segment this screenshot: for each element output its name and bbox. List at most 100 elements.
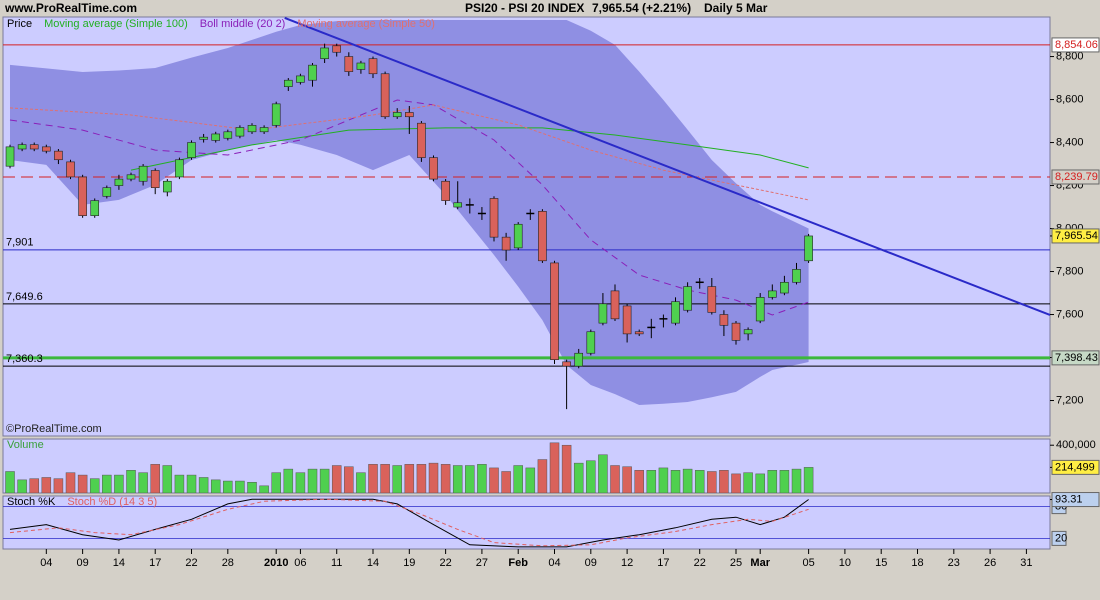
volume-bar [682, 468, 693, 493]
bollinger-band [10, 20, 809, 405]
x-tick-label: Mar [750, 557, 770, 569]
candle-body [513, 223, 523, 249]
volume-bar [102, 474, 112, 493]
level-label: 8,854.06 [1055, 39, 1098, 51]
volume-bar [561, 444, 572, 493]
candle-body [29, 144, 39, 150]
volume-bar [622, 466, 632, 493]
volume-bar [77, 474, 88, 493]
x-tick-label: 09 [76, 557, 88, 569]
volume-bar [223, 480, 233, 493]
x-tick-label: 17 [149, 557, 161, 569]
volume-bar [17, 479, 27, 493]
candle-body [187, 142, 196, 158]
candle-body [66, 161, 75, 178]
legend-entry: Moving average (Simple 50) [297, 18, 435, 30]
volume-bar [368, 464, 378, 493]
legend-entry: Stoch %D (14 3 5) [67, 496, 157, 508]
volume-bar [356, 472, 366, 493]
candle-body [574, 352, 584, 367]
candle-body [42, 146, 51, 152]
volume-bar [198, 477, 209, 493]
volume-bar [549, 442, 560, 493]
candle-body [731, 322, 741, 341]
panel-title: Volume [7, 439, 44, 451]
x-tick-label: 22 [694, 557, 706, 569]
x-tick-label: 31 [1020, 557, 1032, 569]
volume-bar [694, 470, 705, 493]
panel-layer [3, 17, 1050, 410]
volume-bar [41, 477, 52, 493]
volume-bar [610, 465, 620, 493]
volume-bar [537, 459, 548, 493]
y-tick-box [1051, 530, 1067, 546]
candle-body [683, 286, 692, 311]
candle-body [489, 198, 499, 238]
candle-body [54, 150, 63, 161]
volume-bar [440, 464, 451, 493]
volume-bar [707, 471, 717, 493]
volume-bar [89, 478, 100, 493]
volume-bar [573, 462, 584, 493]
volume-bar [489, 467, 499, 493]
candle-body [598, 303, 608, 324]
candle-body [755, 297, 765, 322]
volume-bar [731, 473, 741, 493]
candle-body [550, 262, 559, 360]
legend-entry: Price [7, 18, 32, 30]
candle-body [417, 122, 426, 158]
candle-body [405, 112, 414, 118]
candle-body [126, 174, 136, 180]
candle-body [247, 125, 257, 133]
volume-bar [658, 467, 669, 493]
stoch-panel [2, 495, 1051, 550]
x-tick-label: 04 [40, 557, 52, 569]
candle-body [671, 301, 680, 324]
volume-bar [501, 471, 511, 493]
candle-body [622, 305, 632, 335]
volume-bar [779, 470, 790, 493]
volume-bar [53, 478, 64, 493]
volume-bar [646, 470, 657, 493]
panel-layer [3, 498, 1050, 548]
y-tick-label: 7,600 [1056, 308, 1084, 320]
candle-body [768, 290, 777, 298]
y-tick-label: 7,800 [1056, 265, 1084, 277]
x-tick-label: 15 [875, 557, 887, 569]
y-tick-label: 8,400 [1056, 136, 1084, 148]
candle-body [368, 58, 378, 75]
credit: ©ProRealTime.com [6, 423, 102, 435]
candle-body [5, 146, 15, 167]
level-label: 7,901 [6, 237, 34, 249]
level-label: 7,360.3 [6, 353, 43, 365]
volume-bar [428, 462, 439, 493]
x-tick-label: 14 [113, 557, 125, 569]
volume-bar [634, 470, 644, 493]
volume-bar [344, 466, 354, 493]
volume-bar [319, 468, 330, 493]
candle-body [320, 47, 329, 60]
volume-bar [416, 464, 427, 493]
candle-body [392, 112, 402, 118]
candle-body [163, 180, 172, 193]
candle-body [610, 290, 620, 320]
candle-body [150, 170, 160, 188]
volume-bar [465, 465, 475, 493]
candle-body [17, 144, 27, 150]
volume-bar [525, 467, 536, 493]
volume-bar [29, 478, 39, 493]
candle-body [199, 136, 208, 140]
candle-body [429, 157, 438, 180]
x-tick-label: 14 [367, 557, 379, 569]
volume-bar [138, 472, 148, 493]
x-tick-label: 04 [548, 557, 560, 569]
x-tick-label: 25 [730, 557, 742, 569]
volume-bar [767, 470, 778, 493]
volume-bar [283, 468, 294, 493]
period: Daily 5 Mar [704, 1, 768, 15]
candle-body [719, 314, 729, 326]
x-tick-label: 19 [403, 557, 415, 569]
y-tick-label: 400,000 [1056, 439, 1096, 451]
x-tick-label: 23 [948, 557, 960, 569]
